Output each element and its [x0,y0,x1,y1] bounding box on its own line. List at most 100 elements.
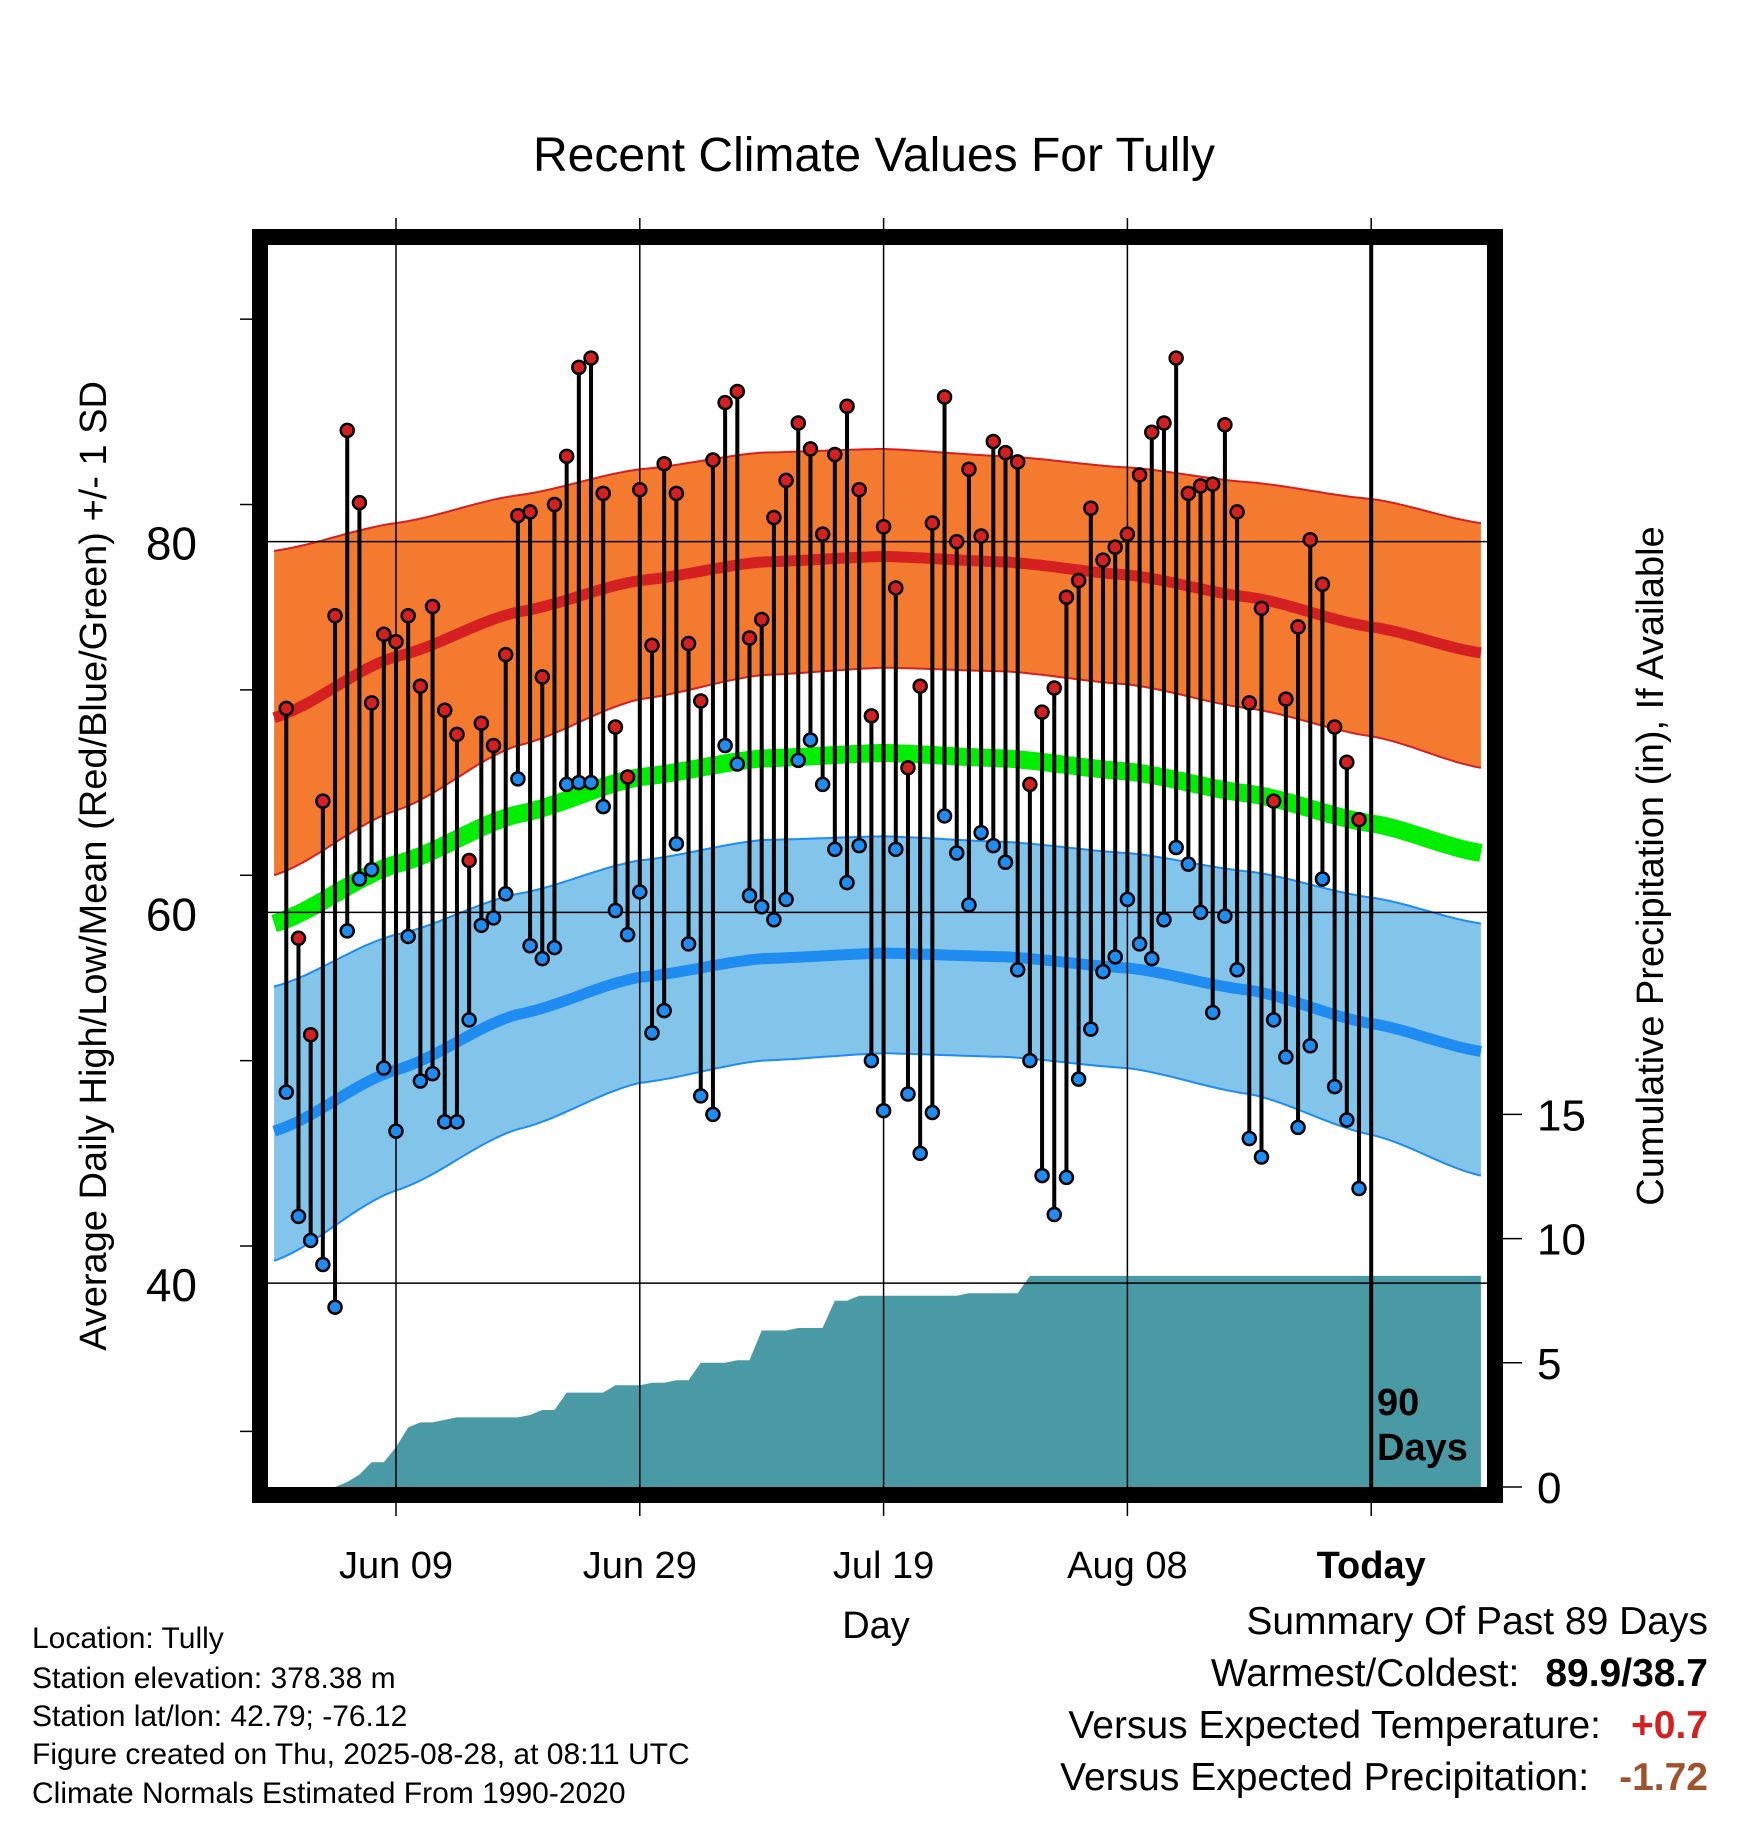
daily-high-point [1107,539,1123,555]
daily-low-point [595,798,611,815]
daily-high-point [595,485,611,502]
daily-low-point [363,861,380,878]
precip-label: Versus Expected Precipitation: [1060,1756,1590,1799]
daily-low-point [888,841,904,858]
daily-high-point [1302,531,1318,548]
daily-low-point [997,854,1014,871]
daily-high-point [412,678,429,694]
daily-low-point [473,917,490,934]
daily-high-point [1229,504,1245,520]
daily-high-point [814,526,831,542]
daily-high-point [1156,415,1172,431]
daily-low-point [692,1088,709,1104]
daily-low-point [961,897,977,913]
warm-cold-value: 89.9/38.7 [1545,1652,1708,1695]
daily-low-point [936,808,953,824]
daily-high-point [1180,485,1197,502]
daily-low-point [1131,936,1148,952]
daily-low-point [912,1145,928,1162]
daily-low-point [680,936,697,952]
precip-value: -1.72 [1619,1756,1708,1799]
daily-high-point [900,760,916,776]
daily-high-point [1339,754,1355,770]
daily-low-point [1351,1180,1367,1197]
daily-low-point [790,752,807,769]
daily-low-point [1009,962,1026,978]
daily-high-point [1083,500,1099,516]
daily-low-point [558,776,575,793]
daily-high-point [1058,589,1075,605]
daily-low-point [851,837,867,854]
daily-low-point [1144,950,1160,967]
daily-low-point [534,950,551,967]
daily-high-point [534,669,551,685]
daily-low-point [327,1299,343,1315]
daily-low-point [376,1060,392,1076]
daily-high-point [1034,704,1050,720]
daily-low-point [1229,962,1245,978]
x-tick-label: Jul 19 [833,1545,934,1587]
daily-high-point [497,646,514,663]
daily-high-point [912,678,928,694]
daily-high-point [705,452,721,468]
daily-low-point [839,874,855,891]
precip-area [274,1275,1481,1487]
daily-high-point [290,930,307,947]
daily-low-point [948,845,965,861]
daily-low-point [1290,1119,1306,1136]
low-normal-line [272,947,1482,1137]
summary-temp: Versus Expected Temperature: +0.7 [1060,1700,1708,1752]
elevation-text: Station elevation: 378.38 m [32,1662,396,1695]
daily-high-point [1314,576,1331,592]
daily-low-point [753,899,770,915]
daily-low-point [1339,1112,1355,1128]
daily-low-point [705,1106,721,1123]
daily-high-point [973,528,989,544]
daily-high-point [473,715,490,732]
daily-high-point [729,383,746,400]
daily-high-point [827,446,843,463]
daily-low-point [1326,1078,1343,1095]
x-tick-label: Today [1317,1545,1426,1587]
daily-high-point [1217,417,1233,433]
daily-low-point [802,732,819,748]
daily-low-point [1083,1021,1099,1037]
y2-tick-label: 5 [1537,1340,1561,1389]
daily-low-point [1265,1012,1282,1028]
daily-low-point [668,836,685,852]
x-axis-label: Day [842,1605,910,1647]
daily-low-point [1119,891,1136,908]
daily-low-point [1168,839,1184,856]
daily-low-point [1095,963,1111,980]
daily-low-point [497,886,514,902]
daily-high-point [449,726,465,743]
daily-high-point [875,519,892,535]
daily-high-point [424,598,441,615]
x-tick-label: Jun 09 [339,1545,453,1587]
daily-low-point [900,1086,916,1102]
daily-low-point [1253,1149,1270,1165]
latlon-text: Station lat/lon: 42.79; -76.12 [32,1700,408,1733]
daily-high-point [692,693,709,709]
daily-low-point [1217,908,1233,924]
daily-low-point [400,928,416,945]
location-text: Location: Tully [32,1622,224,1655]
daily-low-point [1278,1049,1294,1065]
daily-low-point [863,1052,880,1069]
daily-high-point [753,611,770,628]
daily-high-point [766,509,782,526]
daily-low-point [583,774,599,791]
temp-value: +0.7 [1631,1704,1708,1747]
daily-low-point [607,902,624,919]
daily-low-point [973,824,989,841]
normal-bands [271,447,1483,1262]
daily-high-point [583,350,599,366]
daily-high-point [571,359,587,376]
daily-low-point [1046,1206,1063,1223]
daily-low-point [985,837,1002,854]
daily-high-point [790,415,807,431]
y-tick-label: 80 [146,518,197,570]
daily-high-point [278,700,295,717]
daily-high-point [619,769,636,785]
low-sd-band [274,836,1481,1261]
